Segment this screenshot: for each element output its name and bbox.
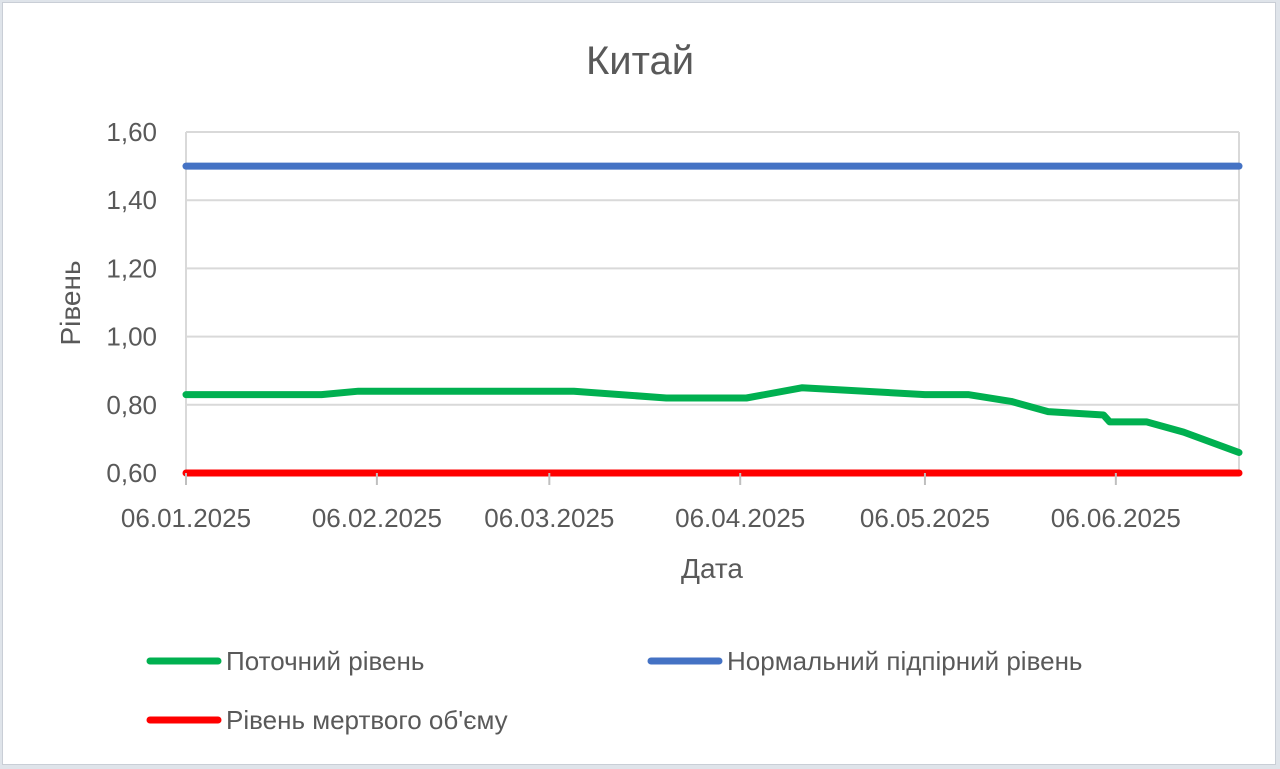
legend-item-normal-level: Нормальний підпірний рівень — [647, 646, 1082, 676]
chart-title: Китай — [586, 39, 694, 83]
x-tick-label: 06.01.2025 — [121, 503, 251, 533]
legend-item-dead-volume-level: Рівень мертвого об'єму — [146, 705, 508, 735]
x-tick-label: 06.02.2025 — [312, 503, 442, 533]
gridlines — [185, 131, 1240, 474]
legend-label-dead-volume-level: Рівень мертвого об'єму — [226, 705, 508, 735]
y-tick-label: 1,20 — [106, 253, 157, 283]
series-lines — [182, 162, 1243, 477]
y-tick-label: 0,60 — [106, 458, 157, 488]
y-tick-label: 1,00 — [106, 322, 157, 352]
series-line-current-level — [182, 384, 1243, 456]
x-tick-label: 06.05.2025 — [860, 503, 990, 533]
x-tick-label: 06.03.2025 — [484, 503, 614, 533]
legend-item-current-level: Поточний рівень — [146, 646, 424, 676]
x-tick-label: 06.04.2025 — [675, 503, 805, 533]
legend-label-normal-level: Нормальний підпірний рівень — [727, 646, 1082, 676]
y-tick-label: 0,80 — [106, 390, 157, 420]
legend: Поточний рівень Нормальний підпірний рів… — [146, 646, 1082, 735]
x-axis-label: Дата — [681, 553, 743, 584]
axis-ticks: 0,60 0,80 1,00 1,20 1,40 1,60 06.01.2025 06.02.… — [106, 117, 1181, 533]
x-tick-label: 06.06.2025 — [1051, 503, 1181, 533]
legend-label-current-level: Поточний рівень — [226, 646, 424, 676]
y-axis-label: Рівень — [55, 260, 86, 345]
y-tick-label: 1,40 — [106, 185, 157, 215]
y-tick-label: 1,60 — [106, 117, 157, 147]
